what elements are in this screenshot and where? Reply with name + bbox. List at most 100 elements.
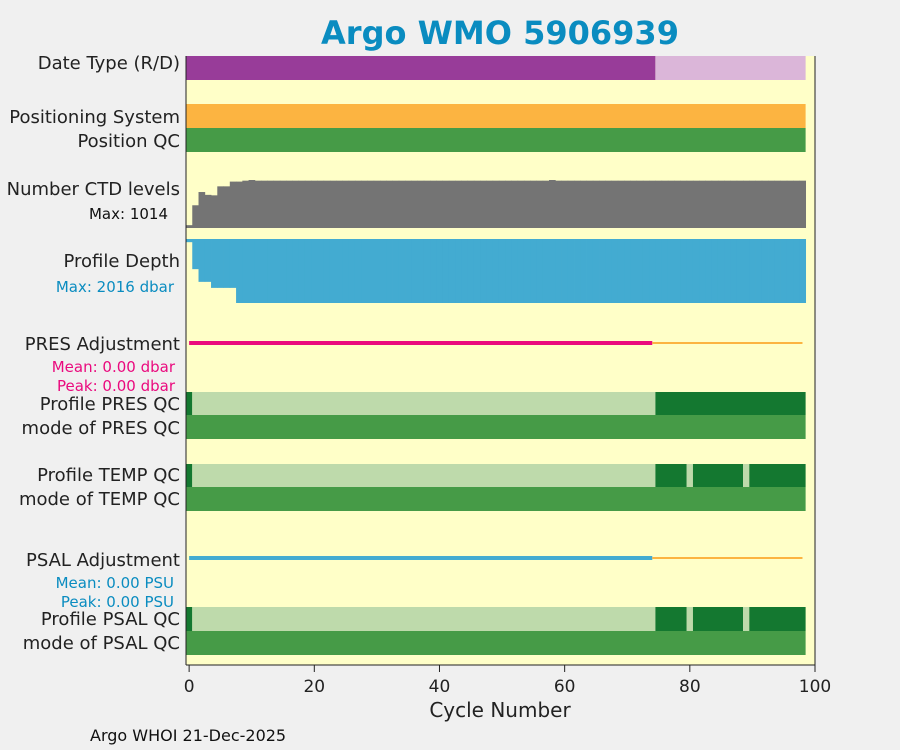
profile-depth-bar: [667, 239, 675, 303]
ctd-levels-bar: [517, 180, 525, 228]
ctd-levels-bar: [348, 180, 356, 228]
ctd-levels-bar: [417, 180, 425, 228]
pres-adjustment-line-1: [652, 342, 803, 344]
profile-psal-qc-segment-4: [692, 607, 744, 631]
ctd-levels-bar: [786, 180, 794, 228]
ctd-levels-bar: [505, 180, 512, 228]
ctd-levels-bar: [304, 180, 312, 228]
profile-depth-bar: [417, 239, 425, 303]
profile-depth-bar: [749, 239, 756, 303]
ctd-levels-bar: [774, 180, 781, 228]
profile-depth-bar: [786, 239, 794, 303]
ctd-levels-bar: [317, 180, 325, 228]
profile-pres-qc-segment-1: [192, 392, 656, 415]
profile-depth-bar: [743, 239, 750, 303]
profile-depth-bar: [329, 239, 337, 303]
ctd-levels-bar: [292, 180, 300, 228]
profile-depth-bar: [367, 239, 375, 303]
ctd-levels-bar: [229, 181, 237, 228]
psal-peak-label: Peak: 0.00 PSU: [61, 593, 174, 611]
profile-depth-bar: [642, 239, 650, 303]
profile-depth-bar: [736, 239, 744, 303]
ctd-levels-bar: [580, 180, 587, 228]
profile-depth-bar: [799, 239, 807, 303]
ctd-levels-bar: [261, 180, 268, 228]
ctd-levels-bar: [286, 180, 293, 228]
profile-depth-bar: [567, 239, 575, 303]
profile-depth-bar: [724, 239, 731, 303]
ctd-levels-bar: [223, 186, 231, 228]
ctd-levels-bar: [342, 180, 350, 228]
footer-credit: Argo WHOI 21-Dec-2025: [90, 726, 286, 745]
ctd-levels-bar: [211, 195, 218, 228]
ctd-levels-bar: [192, 205, 199, 228]
profile-depth-bar: [511, 239, 519, 303]
psal-mean-label: Mean: 0.00 PSU: [56, 574, 174, 592]
profile-depth-bar: [361, 239, 368, 303]
profile-depth-bar: [311, 239, 318, 303]
profile-depth-bar: [549, 239, 556, 303]
ctd-levels-bar: [536, 180, 544, 228]
profile-depth-bar: [248, 239, 256, 303]
profile-depth-bar: [605, 239, 612, 303]
profile-depth-bar: [630, 239, 638, 303]
profile-depth-bar: [236, 239, 243, 303]
ctd-levels-bar: [561, 180, 569, 228]
ctd-levels-bar: [555, 180, 562, 228]
ctd-levels-bar: [705, 180, 713, 228]
ctd-levels-bar: [436, 180, 444, 228]
profile-depth-bar: [373, 239, 381, 303]
profile-depth-bar: [586, 239, 594, 303]
profile-depth-bar: [705, 239, 713, 303]
ctd-levels-bar: [730, 180, 738, 228]
profile-psal-qc-segment-0: [186, 607, 193, 631]
x-tick-label: 80: [679, 677, 701, 697]
ctd-levels-bar: [511, 180, 519, 228]
label-profile-psal-qc: Profile PSAL QC: [41, 609, 180, 630]
profile-depth-bar: [455, 239, 462, 303]
label-position-qc: Position QC: [77, 131, 180, 152]
ctd-levels-bar: [799, 180, 807, 228]
chart-title: Argo WMO 5906939: [321, 14, 679, 52]
ctd-levels-bar: [624, 180, 631, 228]
ctd-levels-bar: [717, 180, 725, 228]
profile-depth-bar: [192, 239, 199, 270]
label-positioning-system: Positioning System: [9, 107, 180, 128]
profile-depth-bar: [461, 239, 469, 303]
ctd-levels-bar: [655, 180, 663, 228]
ctd-levels-bar: [768, 180, 775, 228]
position-qc-segment-0: [186, 128, 806, 152]
ctd-levels-bar: [273, 180, 281, 228]
ctd-levels-bar: [480, 180, 487, 228]
profile-depth-bar: [342, 239, 350, 303]
ctd-levels-bar: [636, 180, 644, 228]
profile-depth-bar: [423, 239, 431, 303]
ctd-levels-bar: [642, 180, 650, 228]
label-profile-depth: Profile Depth: [63, 251, 180, 272]
profile-depth-bar: [624, 239, 631, 303]
profile-depth-bar: [198, 239, 206, 282]
ctd-levels-bar: [461, 180, 469, 228]
ctd-levels-bar: [336, 180, 343, 228]
profile-depth-bar: [498, 239, 506, 303]
profile-temp-qc-segment-6: [749, 464, 806, 487]
profile-depth-bar: [699, 239, 706, 303]
label-mode-temp-qc: mode of TEMP QC: [19, 489, 180, 510]
ctd-levels-bar: [467, 180, 475, 228]
profile-depth-bar: [561, 239, 569, 303]
depth-max-label: Max: 2016 dbar: [56, 278, 175, 296]
profile-depth-bar: [211, 239, 218, 288]
ctd-levels-bar: [736, 180, 744, 228]
profile-depth-bar: [649, 239, 656, 303]
label-date-type: Date Type (R/D): [38, 53, 180, 74]
profile-depth-bar: [298, 239, 306, 303]
ctd-levels-bar: [692, 180, 700, 228]
ctd-levels-bar: [630, 180, 638, 228]
mode-pres-qc-segment-0: [186, 415, 806, 439]
profile-depth-bar: [599, 239, 606, 303]
label-mode-psal-qc: mode of PSAL QC: [23, 633, 180, 654]
profile-depth-bar: [386, 239, 393, 303]
profile-pres-qc-segment-0: [186, 392, 193, 415]
ctd-levels-bar: [699, 180, 706, 228]
ctd-levels-bar: [755, 180, 763, 228]
